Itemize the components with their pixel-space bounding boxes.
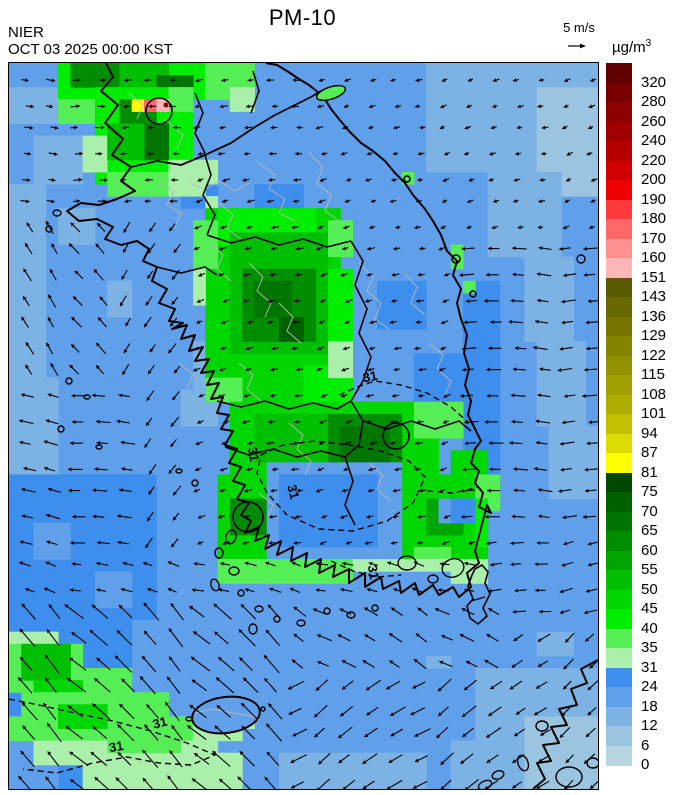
colorbar-segment bbox=[606, 706, 632, 727]
colorbar-segment bbox=[606, 414, 632, 434]
colorbar-tick-label: 12 bbox=[641, 717, 658, 734]
colorbar-segment bbox=[606, 141, 632, 161]
colorbar-tick-label: 50 bbox=[641, 580, 658, 598]
colorbar-tick-label: 151 bbox=[641, 268, 667, 286]
contour-value-label: 31 bbox=[361, 368, 378, 386]
colorbar-tick-label: 35 bbox=[641, 639, 658, 656]
colorbar-tick-label: 101 bbox=[641, 405, 667, 422]
colorbar-tick-label: 260 bbox=[641, 112, 667, 130]
county-boundaries bbox=[128, 92, 452, 520]
colorbar-segment bbox=[606, 687, 632, 707]
colorbar-tick-label: 143 bbox=[641, 288, 667, 305]
colorbar-segment bbox=[606, 726, 632, 746]
contour-value-label: 31 bbox=[365, 564, 382, 581]
colorbar-tick-label: 94 bbox=[641, 424, 658, 442]
colorbar-segment bbox=[606, 180, 632, 200]
colorbar-segment bbox=[606, 316, 632, 337]
wind-vector-field bbox=[17, 78, 598, 789]
map-canvas: 31 31 31 31 31 31 bbox=[9, 63, 598, 789]
colorbar-segment bbox=[606, 160, 632, 181]
colorbar-segment bbox=[606, 199, 632, 220]
colorbar-segment bbox=[606, 375, 632, 395]
colorbar-segment bbox=[606, 277, 632, 298]
colorbar-segment bbox=[606, 628, 632, 649]
contour-labels: 31 31 31 31 31 31 bbox=[108, 368, 382, 755]
wind-reference-arrow-icon bbox=[566, 38, 590, 56]
contour-lines bbox=[9, 380, 480, 774]
colorbar-tick-label: 170 bbox=[641, 229, 667, 247]
colorbar-tick-label: 87 bbox=[641, 444, 658, 461]
colorbar-tick-label: 6 bbox=[641, 736, 650, 754]
colorbar-tick-label: 65 bbox=[641, 522, 658, 539]
colorbar-tick-label: 240 bbox=[641, 132, 667, 149]
colorbar-tick-label: 115 bbox=[641, 366, 665, 383]
contour-value-label: 31 bbox=[108, 738, 125, 755]
colorbar-tick-label: 70 bbox=[641, 502, 658, 520]
colorbar-segment bbox=[606, 453, 632, 473]
colorbar-segment bbox=[606, 219, 632, 239]
colorbar-tick-label: 18 bbox=[641, 697, 658, 715]
colorbar-segment bbox=[606, 589, 632, 610]
datetime-label: OCT 03 2025 00:00 KST bbox=[8, 41, 173, 58]
concentration-cells bbox=[9, 63, 598, 789]
colorbar-tick-label: 122 bbox=[641, 346, 667, 364]
colorbar-tick-label: 180 bbox=[641, 210, 667, 227]
colorbar-segment bbox=[606, 297, 632, 317]
colorbar-tick-label: 160 bbox=[641, 249, 667, 266]
colorbar-tick-label: 280 bbox=[641, 93, 667, 110]
contour-value-label: 31 bbox=[245, 446, 262, 463]
colorbar-tick-label: 108 bbox=[641, 385, 667, 403]
colorbar-tick-label: 129 bbox=[641, 327, 667, 344]
colorbar-segment bbox=[606, 258, 632, 278]
colorbar-segment bbox=[606, 394, 632, 415]
colorbar-tick-label: 75 bbox=[641, 483, 658, 500]
colorbar-tick-label: 45 bbox=[641, 600, 658, 617]
colorbar-segment bbox=[606, 492, 632, 512]
colorbar-segment bbox=[606, 433, 632, 454]
colorbar-segment bbox=[606, 336, 632, 356]
colorbar-tick-label: 136 bbox=[641, 307, 667, 325]
colorbar-tick-label: 40 bbox=[641, 619, 658, 637]
colorbar-tick-label: 220 bbox=[641, 151, 667, 169]
contour-value-label: 31 bbox=[151, 714, 169, 732]
colorbar-segment bbox=[606, 63, 632, 83]
colorbar-segment bbox=[606, 82, 632, 103]
colorbar-segment bbox=[606, 531, 632, 551]
colorbar-tick-label: 24 bbox=[641, 678, 658, 695]
colorbar-segment bbox=[606, 570, 632, 590]
wind-reference-label: 5 m/s bbox=[563, 20, 595, 35]
colorbar-tick-label: 81 bbox=[641, 463, 658, 481]
colorbar-tick-label: 190 bbox=[641, 190, 667, 208]
contour-value-label: 31 bbox=[284, 483, 302, 501]
colorbar-segment bbox=[606, 550, 632, 571]
colorbar-tick-label: 55 bbox=[641, 561, 658, 578]
colorbar-segment bbox=[606, 609, 632, 629]
colorbar-tick-label: 31 bbox=[641, 658, 658, 676]
agency-label: NIER bbox=[8, 24, 44, 41]
colorbar-segment bbox=[606, 102, 632, 122]
colorbar-tick-label: 60 bbox=[641, 541, 658, 559]
colorbar-segment bbox=[606, 472, 632, 493]
colorbar-tick-label: 320 bbox=[641, 73, 667, 91]
colorbar-segment bbox=[606, 355, 632, 376]
pm10-forecast-map: 31 31 31 31 31 31 bbox=[8, 62, 599, 790]
colorbar-segment bbox=[606, 648, 632, 668]
colorbar-tick-label: 200 bbox=[641, 171, 667, 188]
colorbar-segment bbox=[606, 511, 632, 532]
colorbar-segment bbox=[606, 121, 632, 142]
unit-label: µg/m3 bbox=[612, 38, 652, 56]
colorbar-segment bbox=[606, 745, 632, 766]
colorbar-segment bbox=[606, 667, 632, 688]
page-title: PM-10 bbox=[268, 5, 337, 30]
colorbar-segment bbox=[606, 238, 632, 259]
colorbar-tick-label: 0 bbox=[641, 756, 650, 773]
